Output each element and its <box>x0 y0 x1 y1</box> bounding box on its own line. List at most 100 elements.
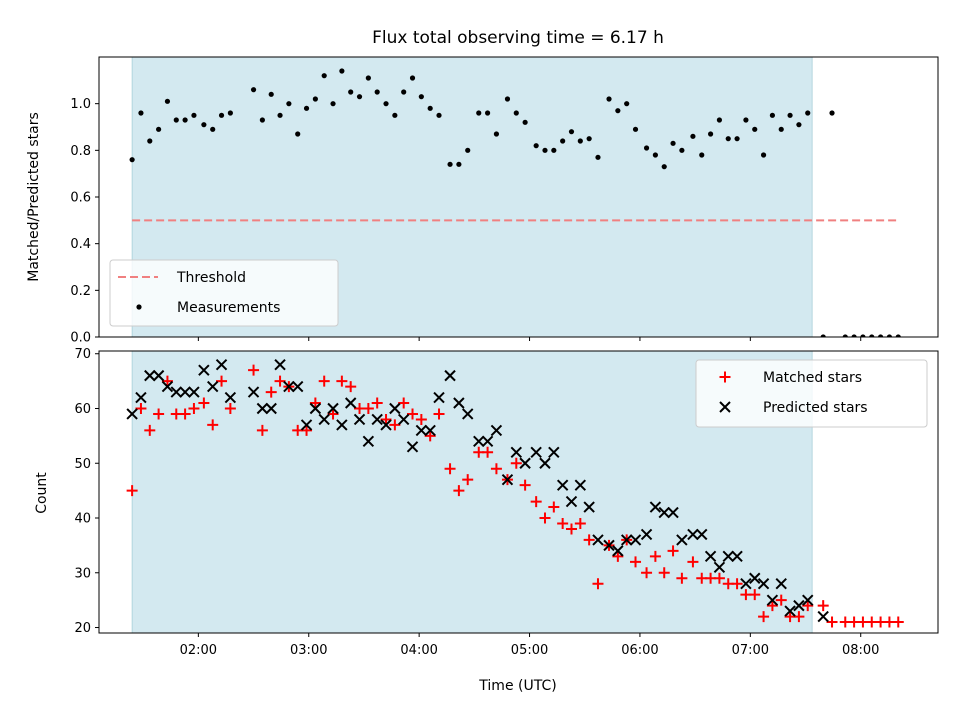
data-point <box>612 550 624 562</box>
data-point <box>612 545 624 557</box>
data-point <box>465 147 471 153</box>
data-point <box>707 131 714 137</box>
data-point <box>784 605 796 617</box>
x-tick-label: 05:00 <box>511 643 548 658</box>
data-point <box>224 391 237 404</box>
data-point <box>433 408 445 420</box>
data-point <box>292 380 304 393</box>
data-point <box>699 152 705 158</box>
data-point <box>353 413 366 426</box>
data-point <box>667 506 679 519</box>
data-point <box>406 441 419 453</box>
data-point <box>365 75 371 81</box>
data-point <box>565 495 578 508</box>
data-point <box>481 435 494 448</box>
data-point <box>218 112 225 118</box>
data-point <box>519 457 531 469</box>
data-point <box>277 112 283 118</box>
data-point <box>201 122 207 128</box>
data-point <box>389 419 401 431</box>
data-point <box>842 334 848 337</box>
bottom-y-axis-label: Count <box>34 472 50 514</box>
data-point <box>371 413 383 426</box>
data-point <box>407 408 419 420</box>
data-point <box>805 110 811 116</box>
data-point <box>722 550 734 563</box>
data-point <box>318 375 330 387</box>
data-point <box>758 611 770 623</box>
data-point <box>752 126 758 132</box>
data-point <box>661 164 667 170</box>
data-point <box>731 578 743 590</box>
data-point <box>309 402 322 415</box>
data-point <box>586 136 592 142</box>
data-point <box>802 600 814 612</box>
data-point <box>829 110 835 116</box>
data-point <box>539 457 551 469</box>
data-point <box>643 145 650 151</box>
y-tick-label: 1.0 <box>70 97 91 112</box>
data-point <box>632 126 639 132</box>
data-point <box>820 334 826 337</box>
data-point <box>427 105 433 111</box>
data-point <box>362 402 374 414</box>
data-point <box>380 413 392 425</box>
data-point <box>135 402 147 414</box>
data-point <box>182 117 188 123</box>
data-point <box>161 380 174 393</box>
data-point <box>802 594 814 606</box>
data-point <box>793 611 805 623</box>
data-point <box>256 424 268 436</box>
data-point <box>401 89 407 95</box>
legend-x-swatch <box>719 401 731 413</box>
legend-plus-swatch <box>719 371 731 383</box>
x-axis-label: Time (UTC) <box>478 678 556 694</box>
data-point <box>568 129 575 135</box>
count-panel: 20 30 40 50 60 70 02:00 03:00 04:00 05:00 06:00 07:… <box>74 347 939 658</box>
data-point <box>216 375 228 387</box>
data-point <box>256 402 269 415</box>
plot-frame <box>98 350 939 634</box>
data-point <box>615 108 621 114</box>
data-point <box>793 599 805 612</box>
data-point <box>409 75 416 81</box>
legend-label: Predicted stars <box>763 400 868 416</box>
data-point <box>787 112 793 118</box>
data-point <box>259 117 265 123</box>
data-point <box>265 402 277 415</box>
data-point <box>490 463 502 475</box>
data-point <box>309 397 321 409</box>
data-point <box>424 424 436 437</box>
data-point <box>283 380 295 393</box>
y-tick-label: 70 <box>74 347 91 362</box>
data-point <box>533 143 539 149</box>
data-point <box>453 397 465 409</box>
data-point <box>743 117 749 123</box>
data-point <box>775 578 787 590</box>
legend: Threshold Measurements <box>109 259 339 327</box>
data-point <box>188 402 200 414</box>
legend: Matched stars Predicted stars <box>695 359 928 428</box>
data-point <box>713 561 726 573</box>
data-point <box>519 479 531 491</box>
data-point <box>295 131 301 137</box>
x-tick-label: 06:00 <box>621 643 658 658</box>
data-point <box>173 117 179 123</box>
data-point <box>766 600 778 612</box>
data-point <box>152 369 165 382</box>
data-point <box>670 140 676 146</box>
data-point <box>398 397 410 409</box>
data-point <box>126 408 138 420</box>
y-tick-label: 0.4 <box>70 237 91 252</box>
data-point <box>731 550 743 563</box>
data-point <box>557 517 569 529</box>
data-point <box>164 98 171 104</box>
data-point <box>624 101 630 107</box>
data-point <box>796 122 802 128</box>
data-point <box>126 485 138 497</box>
y-tick-label: 50 <box>74 457 91 472</box>
data-point <box>510 457 522 469</box>
data-point <box>542 147 548 153</box>
data-point <box>548 501 560 513</box>
data-point <box>574 517 586 529</box>
